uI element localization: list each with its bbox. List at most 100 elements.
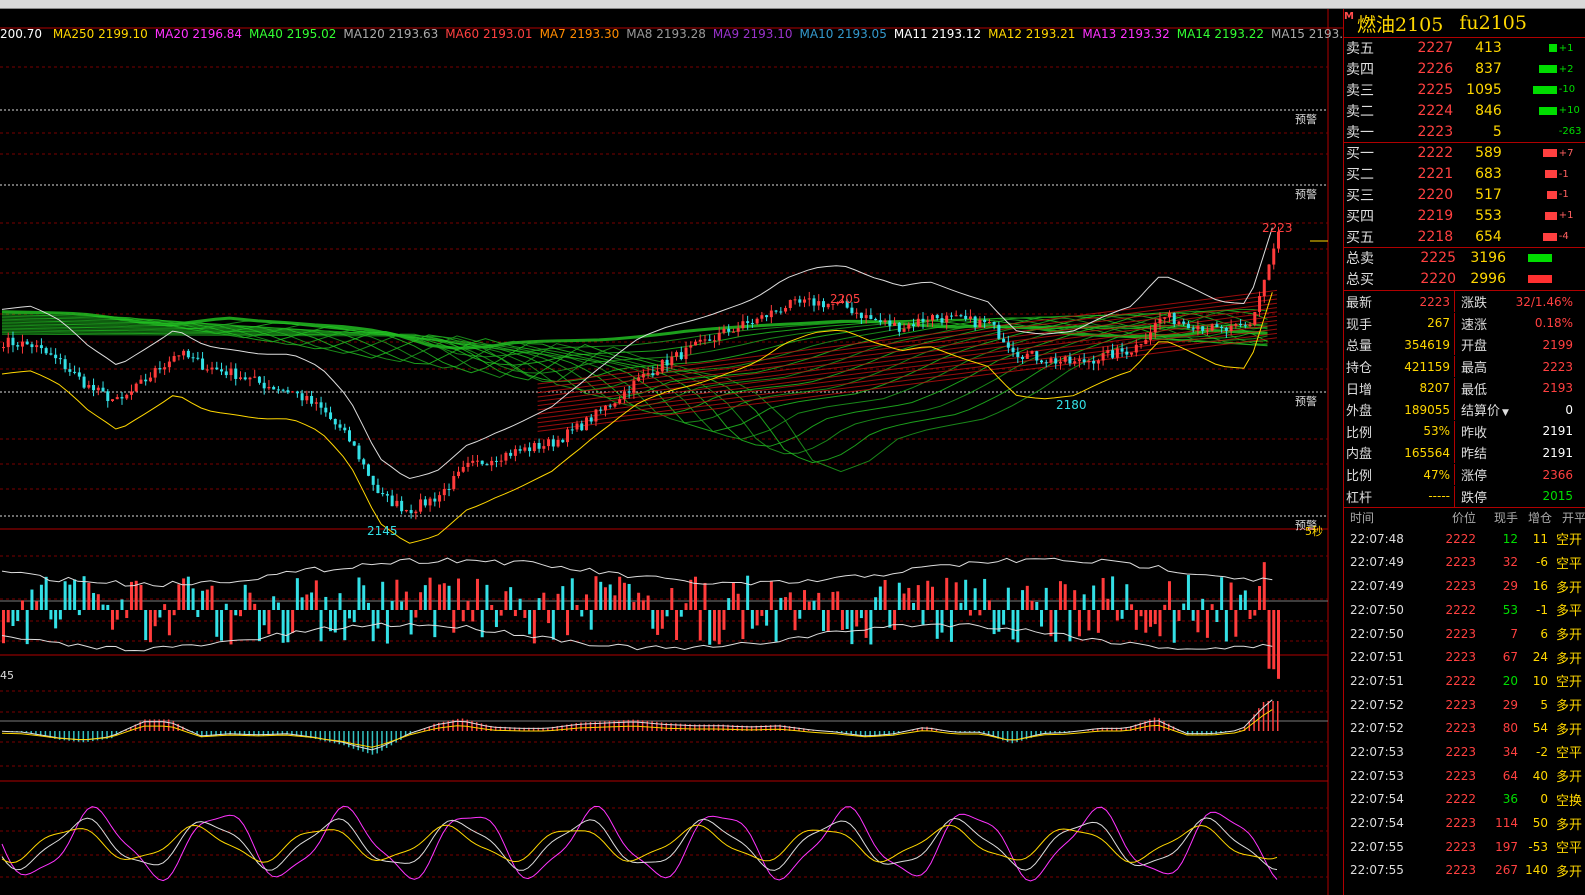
candle-body <box>784 307 788 312</box>
volume-bar <box>442 583 446 610</box>
level-volume: 553 <box>1475 207 1502 224</box>
level-change: +1 <box>1558 210 1574 222</box>
bid-row[interactable]: 买五 2218 654 -4 <box>1344 226 1585 247</box>
volume-bar <box>362 585 366 610</box>
volume-bar <box>1025 585 1029 610</box>
stat-label-2-wrap[interactable]: 结算价 ▼ <box>1461 400 1513 419</box>
tick-row[interactable]: 22:07:54 2223 114 50 多开 <box>1344 811 1585 835</box>
volume-bar <box>518 598 522 610</box>
volume-bar <box>433 610 437 638</box>
volume-bar <box>959 602 963 610</box>
tick-list[interactable]: 22:07:48 2222 12 11 空开 22:07:49 2223 32 -6 空平 22:0… <box>1344 527 1585 882</box>
level-volume: 683 <box>1475 166 1502 183</box>
volume-bar <box>1044 587 1048 610</box>
volume-bar <box>504 591 508 610</box>
bid-row[interactable]: 买一 2222 589 +7 <box>1344 143 1585 164</box>
tick-header-kind: 开平 <box>1561 510 1585 525</box>
tick-row[interactable]: 22:07:49 2223 32 -6 空平 <box>1344 551 1585 575</box>
tick-row[interactable]: 22:07:50 2222 53 -1 多平 <box>1344 598 1585 622</box>
macd-bar <box>656 721 658 731</box>
alert-tag[interactable]: 预警 <box>1295 394 1317 408</box>
tick-row[interactable]: 22:07:53 2223 34 -2 空平 <box>1344 740 1585 764</box>
indicator-number: 45 <box>0 669 14 682</box>
macd-bar <box>400 731 402 740</box>
tick-row[interactable]: 22:07:51 2222 20 10 空开 <box>1344 669 1585 693</box>
alert-tag[interactable]: 预警 <box>1295 112 1317 126</box>
alert-tag[interactable]: 预警 <box>1295 187 1317 201</box>
level-change-bar <box>1520 231 1559 243</box>
tick-delta: 24 <box>1532 650 1548 665</box>
tick-row[interactable]: 22:07:55 2223 267 140 多开 <box>1344 859 1585 883</box>
macd-bar <box>253 731 255 736</box>
tick-row[interactable]: 22:07:50 2223 7 6 多开 <box>1344 622 1585 646</box>
macd-bar <box>504 726 506 731</box>
candle-body <box>532 442 536 452</box>
candle-body <box>338 424 342 428</box>
tick-delta: 10 <box>1532 673 1548 688</box>
band-line <box>1 292 1273 544</box>
volume-bar <box>148 610 152 643</box>
volume-bar <box>220 610 224 641</box>
candle-body <box>803 299 807 303</box>
volume-bar <box>1087 610 1091 631</box>
tick-row[interactable]: 22:07:48 2222 12 11 空开 <box>1344 527 1585 551</box>
macd-bar <box>106 731 108 739</box>
chart-area[interactable]: 2223 2205 2180 2145 预警 预警 预警 预警 5秒 45 200.70 MA25… <box>0 9 1358 895</box>
macd-bar <box>1049 731 1051 734</box>
ask-row[interactable]: 卖四 2226 837 +2 <box>1344 59 1585 80</box>
macd-bar <box>930 727 933 731</box>
alert-tag[interactable]: 预警 <box>1295 518 1317 532</box>
macd-bar <box>864 731 867 738</box>
volume-bar <box>68 584 72 610</box>
macd-bar <box>646 720 649 731</box>
candle-body <box>840 300 844 303</box>
bid-row[interactable]: 买二 2221 683 -1 <box>1344 164 1585 185</box>
ask-row[interactable]: 卖一 2223 5 -263 <box>1344 121 1585 142</box>
tick-row[interactable]: 22:07:54 2222 36 0 空换 <box>1344 787 1585 811</box>
macd-bar <box>1262 702 1265 731</box>
candle-body <box>1082 359 1086 363</box>
volume-bar <box>191 588 195 610</box>
macd-bar <box>983 731 985 734</box>
tick-row[interactable]: 22:07:52 2223 80 54 多开 <box>1344 716 1585 740</box>
level-label: 买一 <box>1346 146 1374 163</box>
macd-bar <box>1030 731 1033 738</box>
macd-bar <box>210 731 213 737</box>
ask-row[interactable]: 卖二 2224 846 +10 <box>1344 100 1585 121</box>
tick-row[interactable]: 22:07:51 2223 67 24 多开 <box>1344 645 1585 669</box>
candle-body <box>480 460 484 465</box>
tick-row[interactable]: 22:07:55 2223 197 -53 空平 <box>1344 835 1585 859</box>
volume-bar <box>129 581 133 610</box>
volume-bar <box>826 610 830 632</box>
macd-bar <box>163 719 165 731</box>
candle-body <box>329 412 333 419</box>
level-change-bar <box>1520 105 1559 117</box>
bid-row[interactable]: 买三 2220 517 -1 <box>1344 185 1585 206</box>
macd-bar <box>433 723 435 731</box>
tick-delta: -2 <box>1536 744 1548 759</box>
level-price: 2218 <box>1417 228 1454 245</box>
macd-bar <box>1272 701 1274 731</box>
tick-kind: 空换 <box>1555 793 1582 809</box>
volume-bar <box>366 602 370 610</box>
tick-row[interactable]: 22:07:53 2223 64 40 多开 <box>1344 764 1585 788</box>
candle-body <box>722 328 726 333</box>
dropdown-caret-icon[interactable]: ▼ <box>1502 408 1509 419</box>
stat-label: 持仓 <box>1346 361 1373 377</box>
tick-delta: -1 <box>1536 602 1548 617</box>
bid-row[interactable]: 买四 2219 553 +1 <box>1344 205 1585 226</box>
candle-body <box>68 369 72 372</box>
ask-row[interactable]: 卖五 2227 413 +1 <box>1344 38 1585 59</box>
ask-row[interactable]: 卖三 2225 1095 -10 <box>1344 80 1585 101</box>
candle-body <box>949 315 953 317</box>
candle-body <box>101 387 105 392</box>
volume-bar <box>333 610 337 633</box>
volume-bar <box>1172 610 1176 643</box>
volume-bar <box>25 610 29 645</box>
volume-bar <box>494 610 498 628</box>
tick-row[interactable]: 22:07:52 2223 29 5 多开 <box>1344 693 1585 717</box>
tick-row[interactable]: 22:07:49 2223 29 16 多开 <box>1344 574 1585 598</box>
macd-bar <box>803 728 805 731</box>
volume-bar <box>731 582 735 610</box>
